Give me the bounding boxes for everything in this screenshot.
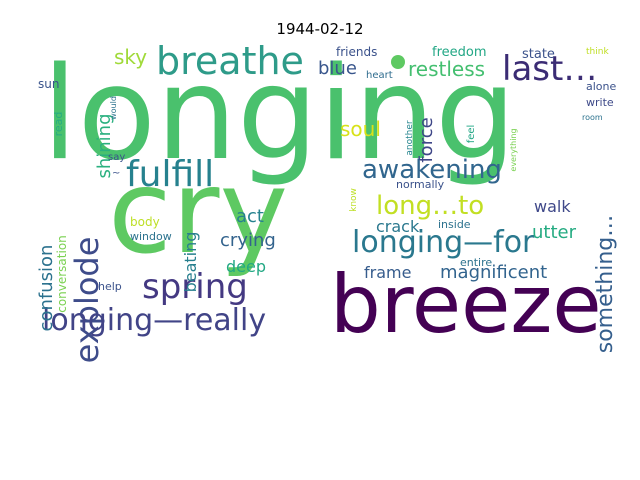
word-act: act [236,206,264,227]
word-room: room [582,113,603,122]
word-shining: shining [94,113,115,178]
word-alone: alone [586,80,616,93]
dot-mark [391,55,405,69]
word-know: know [349,188,359,212]
word-would: would [109,96,118,120]
word-magnificent: magnificent [440,262,547,283]
word-read: read [52,112,65,137]
word-inside: inside [438,218,471,231]
word-state: state [522,47,555,62]
word-breeze: breeze [330,258,602,351]
word-fulfill: fulfill [126,154,214,195]
word-another: another [405,120,415,155]
word-friends: friends [336,45,377,59]
chart-title: 1944-02-12 [276,20,364,38]
word-restless: restless [408,57,485,81]
word-longing: longing [42,40,516,189]
word-help: help [98,280,122,293]
word-spring: spring [142,267,248,307]
word-awakening: awakening [362,155,502,185]
word-force: force [416,117,437,162]
word-frame: frame [364,263,411,282]
word-think: think [586,47,609,57]
word-cry: cry [108,145,288,280]
word-write: write [586,96,614,109]
word-conversation: conversation [55,235,69,313]
word-longing-for: longing—for [352,225,535,260]
word-utter: utter [532,222,577,243]
word-something: something… [593,215,618,353]
word-say: say [108,152,125,163]
word-everything: everything [509,128,518,171]
word-feel: feel [466,125,477,144]
word-sun: sun [38,77,59,91]
word-long-to: long…to [376,191,484,221]
word-body: body [130,215,160,229]
word-heart: heart [366,70,393,81]
word-beating: beating [181,232,200,293]
word-breathe: breathe [156,39,304,83]
word-confusion: confusion [36,245,57,332]
word-deep: deep [226,257,266,276]
word-symbol: ~ [112,168,120,179]
word-crack: crack [376,217,420,236]
word-explode: explode [68,237,106,364]
word-sky: sky [114,45,147,69]
word-freedom: freedom [432,45,487,60]
word-soul: soul [340,117,381,141]
word-normally: normally [396,178,445,191]
word-walk: walk [534,197,571,216]
word-crying: crying [220,230,276,251]
word-longing-really: longing—really [42,303,266,338]
word-blue: blue [318,58,357,79]
word-last: last… [502,49,597,89]
word-entire: entire [460,256,492,269]
word-window: window [130,230,172,243]
